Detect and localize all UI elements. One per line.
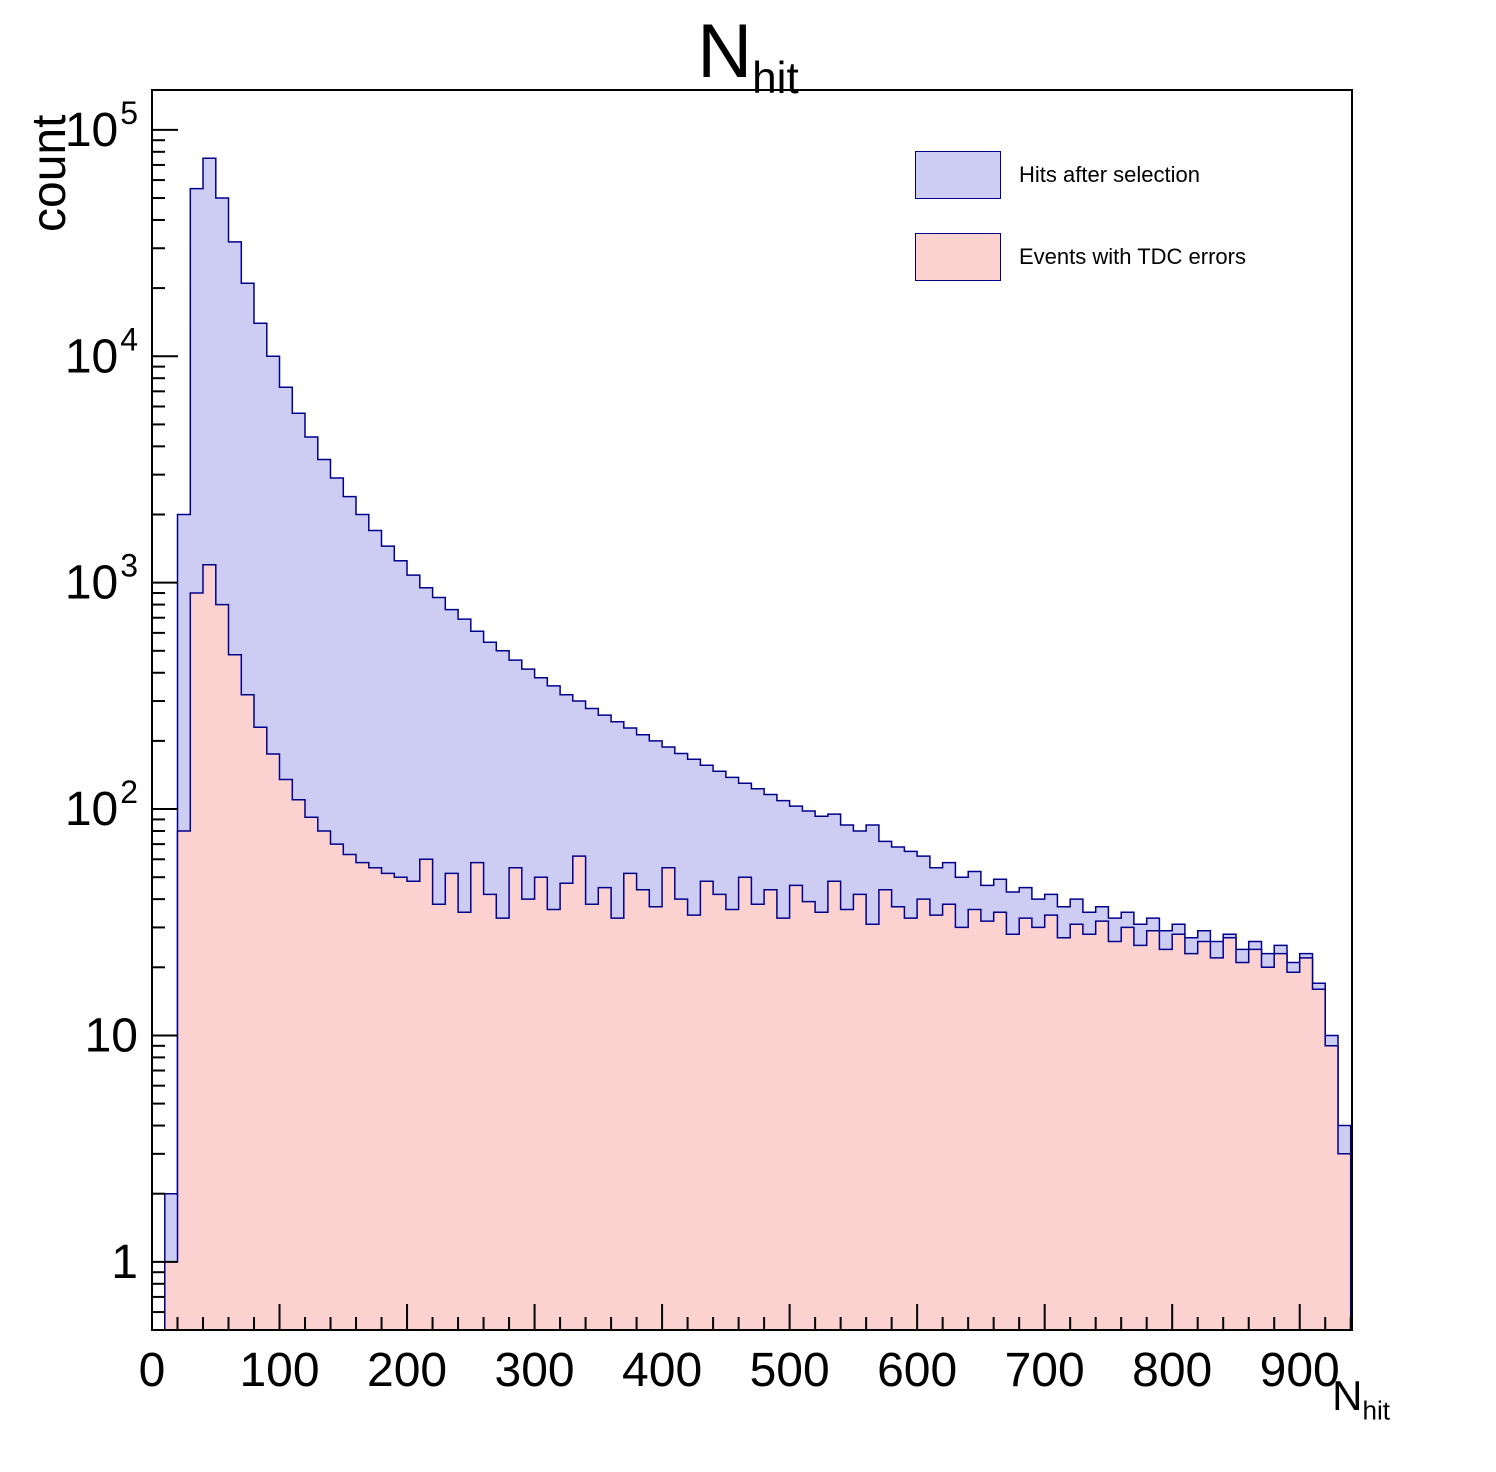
x-tick-label: 0 — [139, 1344, 166, 1397]
chart-title: Nhit — [0, 8, 1496, 104]
y-tick-label: 104 — [65, 321, 138, 383]
legend-label: Hits after selection — [1019, 162, 1200, 187]
x-axis-label-main: N — [1332, 1372, 1363, 1419]
x-axis-label-sub: hit — [1362, 1395, 1391, 1426]
x-axis-ticks: 0 100 200 300 400 500 600 700 800 900 — [139, 1304, 1352, 1397]
legend-swatch-blue — [915, 151, 1001, 199]
y-tick-label: 1 — [111, 1236, 138, 1289]
x-tick-label: 600 — [877, 1344, 957, 1397]
x-tick-label: 200 — [367, 1344, 447, 1397]
x-axis-label: Nhit — [1270, 1372, 1390, 1426]
x-tick-label: 300 — [495, 1344, 575, 1397]
series-line-0 — [152, 157, 1353, 1331]
legend-entry-hits-after-selection: Hits after selection — [915, 150, 1246, 200]
x-tick-label: 800 — [1132, 1344, 1212, 1397]
y-axis-label: count — [23, 114, 76, 232]
legend-swatch-pink — [915, 233, 1001, 281]
x-tick-label: 900 — [1260, 1344, 1340, 1397]
legend-entry-tdc-errors: Events with TDC errors — [915, 232, 1246, 282]
y-tick-label: 10 — [85, 1009, 138, 1062]
chart-title-main: N — [697, 9, 753, 94]
y-tick-label: 102 — [65, 774, 138, 836]
x-tick-label: 700 — [1005, 1344, 1085, 1397]
legend: Hits after selection Events with TDC err… — [915, 150, 1246, 314]
x-tick-label: 100 — [239, 1344, 319, 1397]
series-group — [152, 157, 1353, 1331]
y-tick-label: 103 — [65, 548, 138, 610]
series-area-1 — [152, 564, 1352, 1330]
legend-label: Events with TDC errors — [1019, 244, 1246, 269]
series-line-1 — [152, 563, 1352, 1331]
x-tick-label: 400 — [622, 1344, 702, 1397]
chart-title-sub: hit — [752, 54, 799, 104]
plot-frame — [151, 89, 1353, 1331]
x-tick-label: 500 — [750, 1344, 830, 1397]
